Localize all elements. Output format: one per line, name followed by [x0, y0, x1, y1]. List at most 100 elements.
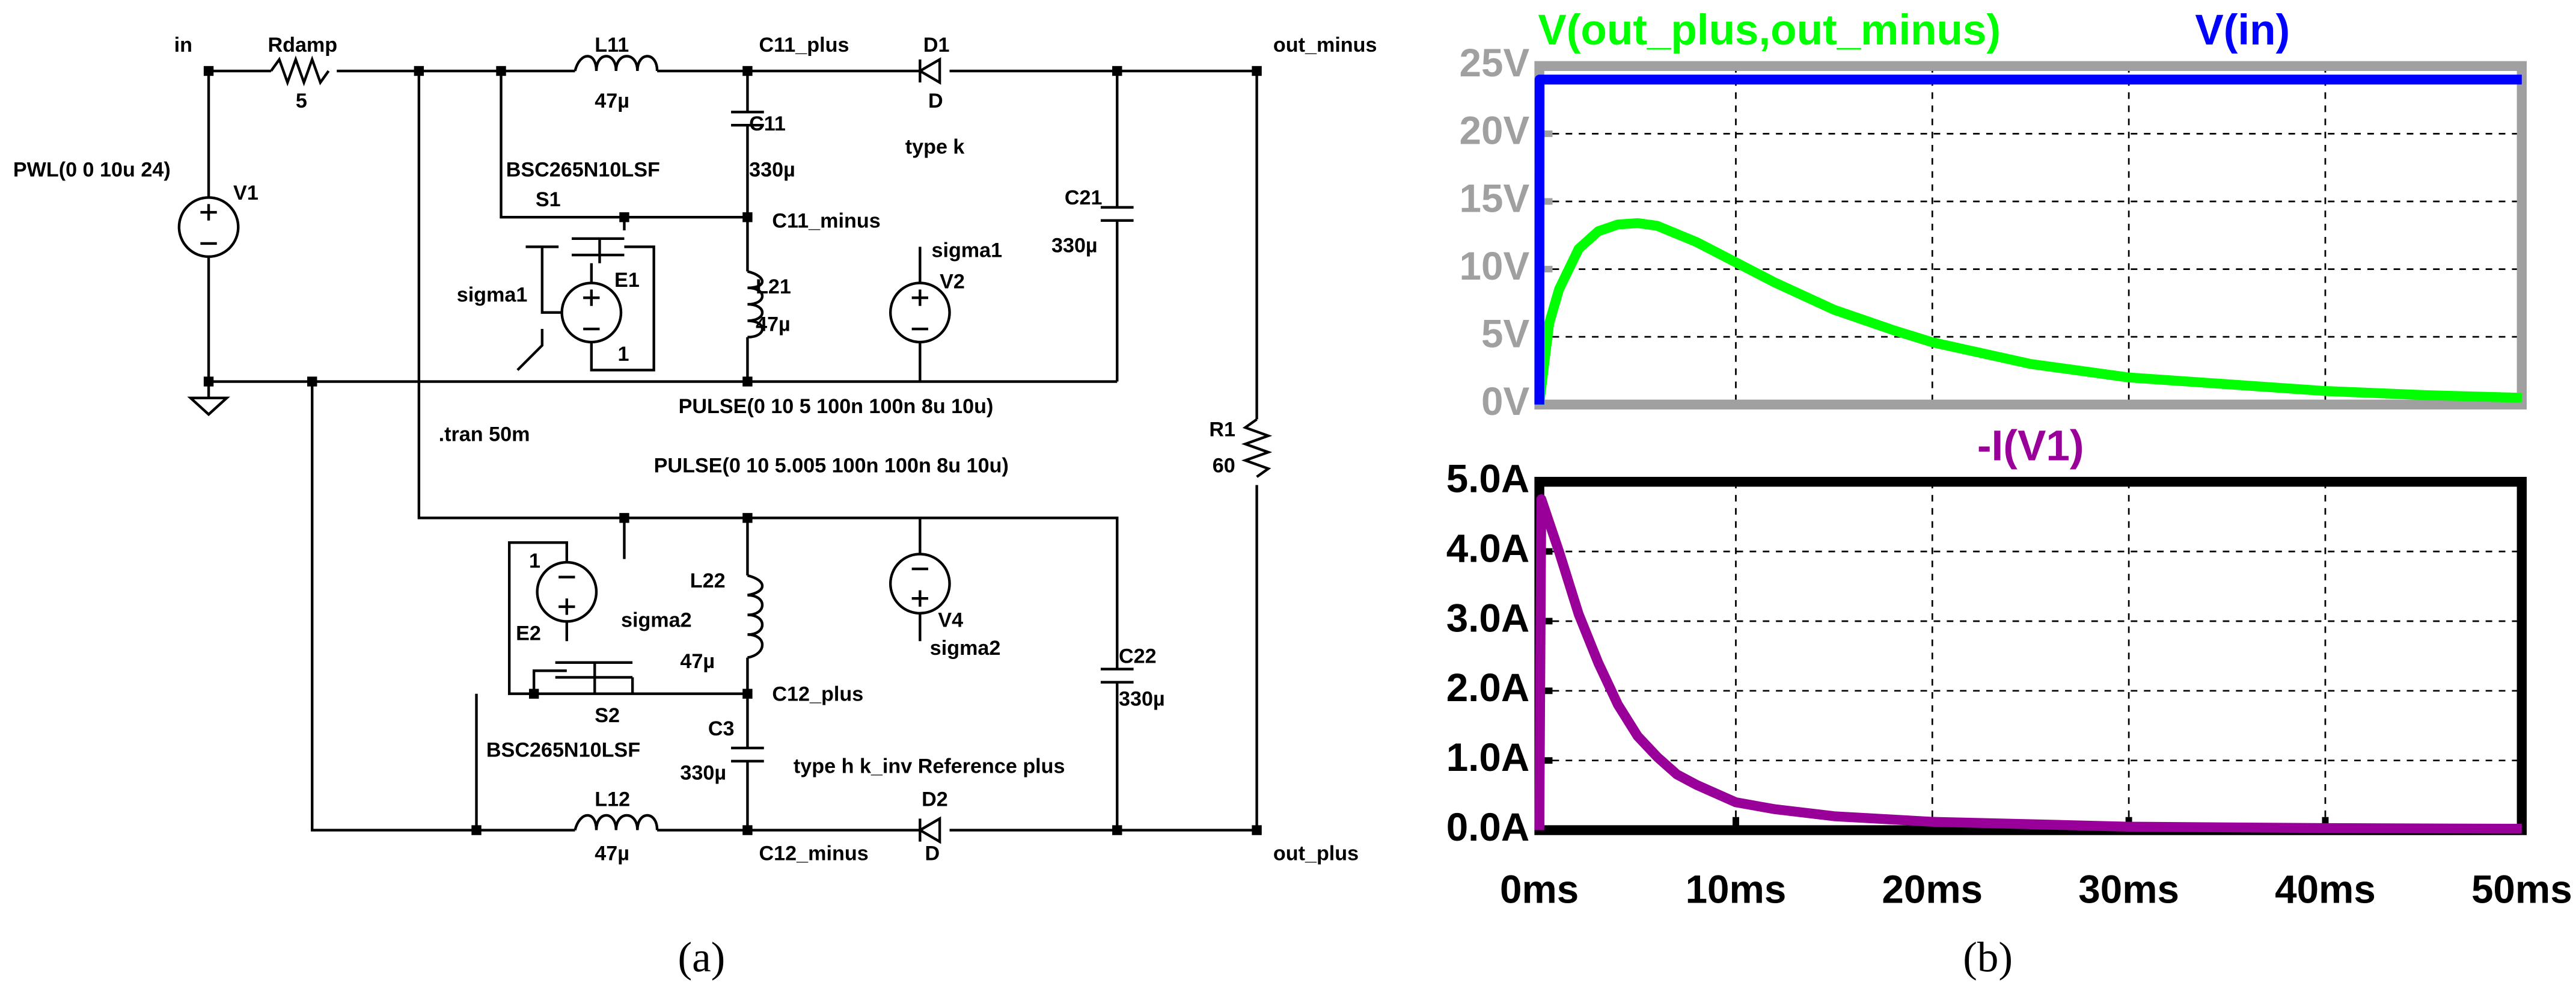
schematic-label: R1 — [1209, 419, 1235, 441]
schematic-label: L12 — [595, 788, 630, 811]
schematic-label: E2 — [516, 622, 541, 645]
source-v4 — [889, 553, 951, 615]
schematic-label: PULSE(0 10 5 100n 100n 8u 10u) — [679, 395, 994, 418]
y-tick-label: 15V — [1460, 176, 1530, 220]
y-tick-label: 0V — [1481, 379, 1529, 423]
junction — [619, 513, 629, 523]
schematic-label: C11_plus — [759, 34, 849, 57]
schematic-label: .tran 50m — [439, 423, 530, 446]
schematic-label: PULSE(0 10 5.005 100n 100n 8u 10u) — [654, 455, 1009, 477]
junction — [1112, 66, 1122, 76]
schematic-label: 1 — [618, 343, 629, 366]
junction — [619, 212, 629, 222]
x-tick-label: 30ms — [2078, 868, 2179, 912]
schematic-label: L22 — [690, 569, 726, 592]
y-tick-label: 5.0A — [1446, 457, 1530, 501]
schematic-label: V2 — [940, 271, 965, 293]
schematic-label: L21 — [756, 275, 791, 298]
schematic-label: PWL(0 0 10u 24) — [13, 159, 171, 182]
junction — [203, 376, 214, 387]
junction — [742, 513, 753, 523]
caption: (b) — [1963, 934, 2013, 981]
x-tick-label: 50ms — [2471, 868, 2572, 912]
schematic-label: 47µ — [756, 313, 791, 336]
schematic-label: S2 — [595, 704, 620, 727]
schematic-label: 47µ — [595, 90, 629, 112]
junction — [742, 66, 753, 76]
schematic-label: D — [928, 90, 943, 112]
schematic-label: in — [174, 34, 192, 57]
schematic-label: BSC265N10LSF — [486, 738, 640, 761]
schematic-label: type k — [905, 135, 965, 158]
source-e2 — [536, 560, 598, 623]
schematic-label: C3 — [708, 717, 735, 740]
y-tick-label: 0.0A — [1446, 805, 1530, 849]
x-tick-label: 40ms — [2275, 868, 2376, 912]
junction — [528, 689, 539, 699]
x-tick-label: 20ms — [1882, 868, 1983, 912]
x-tick-label: 0ms — [1500, 868, 1579, 912]
schematic-label: sigma2 — [930, 637, 1001, 660]
y-tick-label: 10V — [1460, 244, 1530, 288]
schematic-label: E1 — [614, 269, 640, 292]
x-tick-label: 10ms — [1686, 868, 1787, 912]
junction — [742, 212, 753, 222]
schematic-label: 47µ — [680, 650, 715, 673]
y-tick-label: 2.0A — [1446, 666, 1530, 710]
source-v1 — [177, 196, 240, 259]
schematic-label: sigma2 — [621, 609, 692, 632]
components — [270, 55, 1273, 844]
schematic-label: V1 — [233, 182, 259, 204]
source-e1 — [560, 281, 623, 344]
y-tick-label: 25V — [1460, 41, 1530, 85]
schematic-label: out_minus — [1273, 34, 1377, 57]
schematic-label: C21 — [1065, 186, 1103, 209]
y-tick-label: 1.0A — [1446, 735, 1530, 779]
schematic-label: C12_minus — [759, 842, 869, 865]
schematic-label: S1 — [536, 188, 561, 211]
junction — [496, 66, 506, 76]
junctions — [203, 66, 1262, 835]
schematic-label: C12_plus — [772, 682, 863, 705]
junction — [1112, 825, 1122, 835]
junction — [742, 689, 753, 699]
legend-label: -I(V1) — [1977, 422, 2084, 470]
legend-label: V(in) — [2195, 7, 2290, 54]
y-tick-label: 20V — [1460, 109, 1530, 153]
polarity — [200, 204, 929, 615]
schematic-label: sigma1 — [457, 283, 528, 306]
junction — [1252, 66, 1262, 76]
schematic-label: Rdamp — [268, 34, 337, 57]
junction — [203, 66, 214, 76]
schematic-label: C11 — [749, 112, 786, 135]
schematic-label: C11_minus — [772, 209, 880, 232]
schematic-label: D1 — [923, 34, 950, 57]
schematic-label: BSC265N10LSF — [506, 159, 660, 182]
caption: (a) — [678, 934, 725, 981]
schematic-label: 330µ — [749, 159, 795, 182]
y-tick-label: 5V — [1481, 312, 1529, 356]
schematic-label: 1 — [529, 550, 540, 572]
source-v2 — [889, 281, 951, 344]
series-line — [1534, 218, 2522, 407]
wires — [187, 69, 1258, 832]
schematic-label: 330µ — [680, 762, 726, 785]
junction — [471, 825, 482, 835]
schematic-label: type h k_inv Reference plus — [794, 755, 1065, 778]
schematic-label: 5 — [296, 90, 307, 112]
junction — [414, 66, 424, 76]
y-tick-label: 4.0A — [1446, 526, 1530, 570]
junction — [742, 376, 753, 387]
junction — [742, 825, 753, 835]
schematic-label: L11 — [595, 34, 629, 57]
schematic-label: V4 — [938, 609, 963, 632]
schematic-label: 60 — [1213, 455, 1235, 477]
junction — [1252, 825, 1262, 835]
schematic-label: 47µ — [595, 842, 629, 865]
schematic-label: 330µ — [1119, 688, 1165, 711]
series-line — [1534, 75, 2522, 405]
schematic-label: sigma1 — [931, 239, 1002, 262]
schematic-label: 330µ — [1051, 234, 1098, 257]
